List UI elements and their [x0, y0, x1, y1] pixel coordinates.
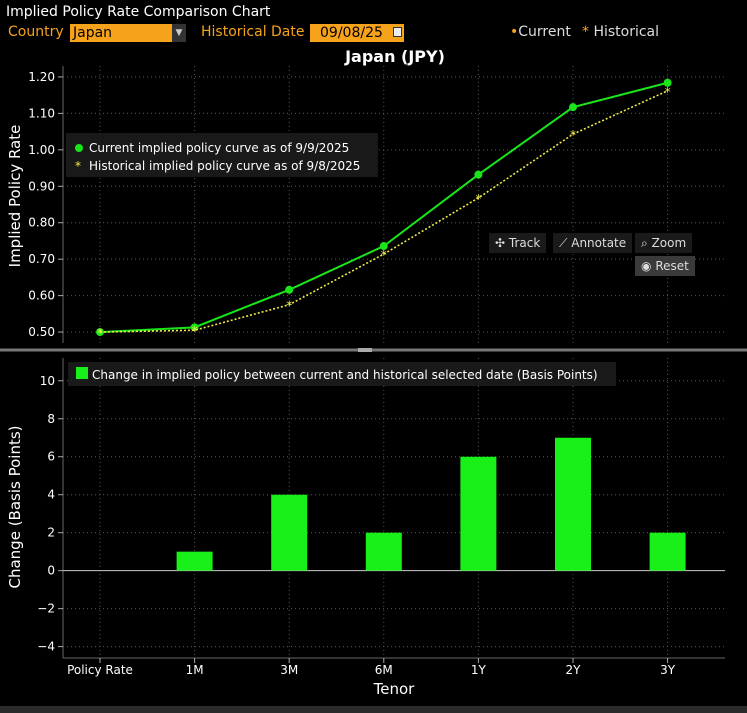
x-tick-label: 3M [280, 663, 298, 677]
window-title: Implied Policy Rate Comparison Chart [6, 4, 271, 20]
change-bar [649, 532, 686, 571]
current-point [474, 170, 483, 179]
dot-icon: • [510, 24, 519, 40]
x-tick-label: 6M [375, 663, 393, 677]
bottom-y-tick-label: −4 [37, 640, 55, 654]
asterisk-icon: * [582, 24, 589, 40]
current-point [285, 285, 294, 294]
historical-point: * [192, 324, 198, 338]
legend-historical[interactable]: * Historical [582, 24, 659, 40]
bottom-gridlines [63, 358, 725, 658]
top-y-tick-label: 1.20 [28, 70, 55, 84]
historical-date-label: Historical Date [201, 24, 305, 40]
historical-series-marker-icon: * [75, 159, 81, 173]
pane-divider-handle[interactable] [358, 348, 372, 352]
x-tick-label: 3Y [660, 663, 676, 677]
bottom-y-tick-label: 6 [47, 450, 55, 464]
change-bar [460, 456, 497, 571]
current-point [663, 78, 672, 87]
reset-label: Reset [655, 259, 689, 273]
top-legend-current-label: Current implied policy curve as of 9/9/2… [89, 141, 349, 155]
change-bar [271, 494, 308, 571]
top-gridlines [63, 66, 725, 343]
bottom-legend-label: Change in implied policy between current… [92, 368, 598, 382]
historical-point: * [475, 192, 481, 206]
bottom-y-tick-label: 10 [40, 374, 55, 388]
top-y-tick-label: 0.60 [28, 289, 55, 303]
historical-series-line [99, 90, 668, 333]
top-y-ticks: 0.50 0.60 0.70 0.80 0.90 1.00 1.10 1.20 [28, 70, 63, 339]
x-tick-label: 2Y [566, 663, 582, 677]
bottom-y-tick-label: 2 [47, 526, 55, 540]
x-tick-label: 1Y [471, 663, 487, 677]
current-series-marker-icon [75, 144, 83, 152]
bottom-y-tick-label: 0 [47, 564, 55, 578]
historical-date-value: 09/08/25 [320, 25, 383, 41]
x-tick-labels: Policy Rate 1M 3M 6M 1Y 2Y 3Y [67, 658, 676, 677]
bottom-y-tick-label: −2 [37, 602, 55, 616]
top-y-axis-label: Implied Policy Rate [6, 125, 24, 268]
top-legend-historical-label: Historical implied policy curve as of 9/… [89, 159, 360, 173]
legend-historical-label: Historical [593, 24, 660, 40]
zoom-button[interactable]: ⌕ Zoom [635, 233, 693, 253]
bottom-scrollbar[interactable] [0, 706, 747, 713]
reset-button[interactable]: ◉ Reset [635, 256, 695, 276]
change-bar [176, 551, 213, 571]
x-tick-label: Policy Rate [67, 663, 133, 677]
change-bar [555, 437, 591, 571]
historical-point: * [665, 85, 671, 99]
bottom-y-ticks: −4 −2 0 2 4 6 8 10 [37, 374, 63, 654]
top-y-tick-label: 0.70 [28, 252, 55, 266]
historical-point: * [570, 128, 576, 142]
top-y-tick-label: 0.50 [28, 325, 55, 339]
calendar-icon[interactable] [393, 27, 402, 37]
track-button[interactable]: ✣ Track [489, 233, 547, 253]
x-axis-label: Tenor [373, 680, 416, 698]
track-label: Track [508, 236, 541, 250]
current-point [379, 242, 388, 251]
reset-icon: ◉ [641, 259, 652, 273]
bottom-y-tick-label: 4 [47, 488, 55, 502]
bottom-y-tick-label: 8 [47, 412, 55, 426]
bottom-legend-box [68, 362, 616, 386]
chevron-down-icon[interactable]: ▼ [172, 24, 186, 42]
top-y-tick-label: 1.00 [28, 143, 55, 157]
historical-point: * [97, 326, 103, 340]
historical-point: * [381, 248, 387, 262]
top-y-tick-label: 0.90 [28, 179, 55, 193]
country-select-value: Japan [73, 25, 113, 41]
top-y-tick-label: 1.10 [28, 106, 55, 120]
historical-date-input[interactable]: 09/08/25 [310, 24, 404, 42]
annotate-label: Annotate [571, 236, 627, 250]
magnifier-icon: ⌕ [641, 236, 648, 250]
bar-series-marker-icon [76, 367, 88, 379]
legend-current[interactable]: •Current [510, 24, 571, 40]
current-point [569, 103, 577, 112]
crosshair-icon: ✣ [495, 236, 506, 250]
zoom-label: Zoom [651, 236, 687, 250]
bottom-y-axis-label: Change (Basis Points) [6, 425, 24, 588]
country-label: Country [8, 24, 64, 40]
annotate-button[interactable]: ⟋ Annotate [553, 233, 633, 253]
historical-point: * [286, 299, 292, 313]
top-series-lines: * * * * * * * [96, 78, 672, 340]
top-legend-box [66, 133, 378, 177]
legend-current-label: Current [518, 24, 571, 40]
bottom-bars [176, 437, 686, 571]
country-select[interactable]: Japan ▼ [70, 24, 186, 42]
x-tick-label: 1M [186, 663, 204, 677]
change-bar [365, 532, 402, 571]
pencil-icon: ⟋ [559, 236, 568, 250]
chart-title: Japan (JPY) [344, 47, 445, 66]
top-y-tick-label: 0.80 [28, 216, 55, 230]
